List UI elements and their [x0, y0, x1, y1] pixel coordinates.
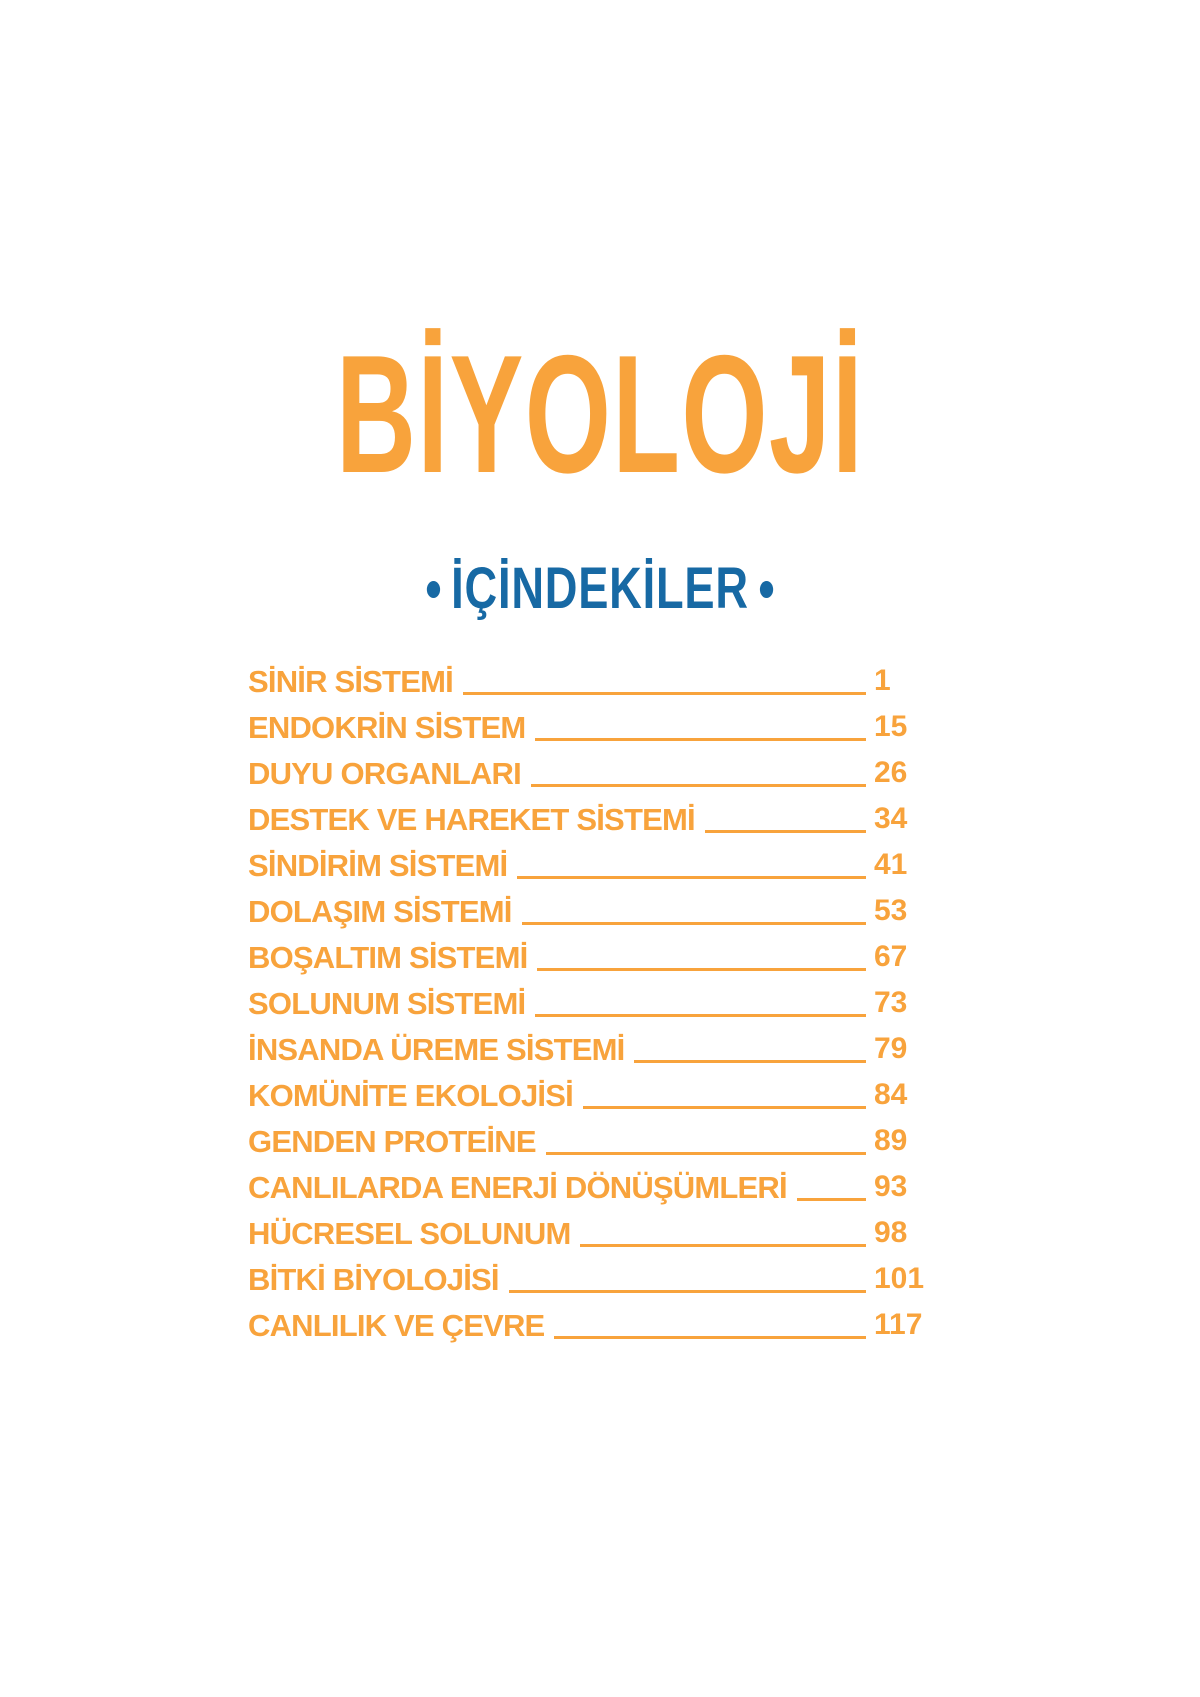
toc-entry: KOMÜNİTE EKOLOJİSİ 84	[248, 1072, 922, 1118]
toc-leader-line	[508, 1290, 866, 1293]
bullet-right-icon	[759, 580, 773, 598]
toc-leader-line	[535, 1014, 866, 1017]
toc-entry-label: SOLUNUM SİSTEMİ	[248, 985, 526, 1021]
toc-leader-line	[462, 692, 866, 695]
toc-entry-label: ENDOKRİN SİSTEM	[248, 709, 526, 745]
toc-leader-line	[580, 1244, 866, 1247]
toc-entry: BİTKİ BİYOLOJİSİ 101	[248, 1256, 925, 1302]
toc-entry: GENDEN PROTEİNE 89	[248, 1118, 922, 1164]
toc-page-number: 26	[874, 756, 908, 789]
toc-entry-label: CANLILIK VE ÇEVRE	[248, 1307, 545, 1343]
toc-page-number: 84	[874, 1078, 908, 1111]
toc-leader-line	[545, 1152, 866, 1155]
toc-entry-label: BİTKİ BİYOLOJİSİ	[248, 1261, 500, 1297]
toc-entry: DOLAŞIM SİSTEMİ 53	[248, 888, 922, 934]
toc-page-number: 15	[874, 710, 908, 743]
toc-entry-label: GENDEN PROTEİNE	[248, 1123, 537, 1159]
toc-entry: BOŞALTIM SİSTEMİ 67	[248, 934, 922, 980]
book-title: BİYOLOJİ	[335, 320, 865, 508]
toc-leader-line	[521, 922, 866, 925]
toc-page-number: 89	[874, 1124, 908, 1157]
toc-entry: İNSANDA ÜREME SİSTEMİ 79	[248, 1026, 922, 1072]
toc-entry-label: BOŞALTIM SİSTEMİ	[248, 939, 528, 975]
contents-heading: İÇİNDEKİLER	[132, 560, 1068, 618]
toc-leader-line	[634, 1060, 866, 1063]
toc-page-number: 117	[874, 1308, 923, 1341]
toc-page-number: 53	[874, 894, 908, 927]
bullet-left-icon	[426, 580, 441, 598]
toc-entry-label: İNSANDA ÜREME SİSTEMİ	[248, 1031, 625, 1067]
toc-leader-line	[535, 738, 866, 741]
toc-leader-line	[582, 1106, 866, 1109]
toc-entry-label: DESTEK VE HAREKET SİSTEMİ	[248, 801, 696, 837]
toc-entry-label: SİNİR SİSTEMİ	[248, 663, 454, 699]
toc-leader-line	[537, 968, 866, 971]
toc-entry: SOLUNUM SİSTEMİ 73	[248, 980, 922, 1026]
toc-leader-line	[704, 830, 866, 833]
toc-entry: ENDOKRİN SİSTEM 15	[248, 704, 922, 750]
toc-leader-line	[530, 784, 866, 787]
toc-page-number: 67	[874, 940, 908, 973]
toc-entry: HÜCRESEL SOLUNUM 98	[248, 1210, 922, 1256]
toc-entry: DUYU ORGANLARI 26	[248, 750, 922, 796]
toc-list: SİNİR SİSTEMİ 1 ENDOKRİN SİSTEM 15 DUYU …	[248, 658, 925, 1348]
toc-entry: SİNDİRİM SİSTEMİ 41	[248, 842, 922, 888]
toc-page-number: 1	[874, 664, 891, 697]
toc-page-number: 79	[874, 1032, 908, 1065]
toc-entry: DESTEK VE HAREKET SİSTEMİ 34	[248, 796, 922, 842]
toc-page-number: 101	[874, 1262, 925, 1295]
toc-page-number: 73	[874, 986, 908, 1019]
toc-page-number: 98	[874, 1216, 908, 1249]
toc-entry-label: KOMÜNİTE EKOLOJİSİ	[248, 1077, 574, 1113]
toc-entry: CANLILIK VE ÇEVRE 117	[248, 1302, 922, 1348]
toc-entry: CANLILARDA ENERJİ DÖNÜŞÜMLERİ 93	[248, 1164, 922, 1210]
toc-entry-label: CANLILARDA ENERJİ DÖNÜŞÜMLERİ	[248, 1169, 788, 1205]
toc-entry: SİNİR SİSTEMİ 1	[248, 658, 922, 704]
toc-entry-label: SİNDİRİM SİSTEMİ	[248, 847, 508, 883]
toc-page-number: 34	[874, 802, 908, 835]
contents-heading-text: İÇİNDEKİLER	[451, 556, 749, 621]
toc-leader-line	[517, 876, 866, 879]
toc-leader-line	[796, 1198, 866, 1201]
toc-page-number: 93	[874, 1170, 908, 1203]
toc-leader-line	[554, 1336, 866, 1339]
toc-entry-label: DOLAŞIM SİSTEMİ	[248, 893, 512, 929]
toc-entry-label: HÜCRESEL SOLUNUM	[248, 1215, 571, 1251]
toc-entry-label: DUYU ORGANLARI	[248, 755, 522, 791]
toc-page-number: 41	[874, 848, 908, 881]
